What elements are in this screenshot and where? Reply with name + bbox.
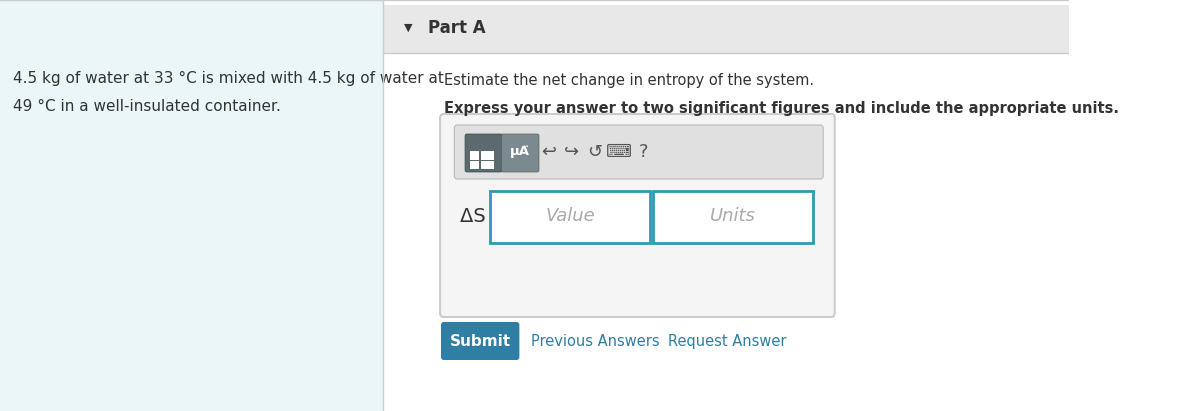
Text: 4.5 kg of water at 33 °C is mixed with 4.5 kg of water at: 4.5 kg of water at 33 °C is mixed with 4… — [13, 71, 444, 86]
Text: ↺: ↺ — [588, 143, 602, 161]
FancyBboxPatch shape — [466, 134, 503, 172]
Text: Express your answer to two significant figures and include the appropriate units: Express your answer to two significant f… — [444, 101, 1118, 116]
Text: Value: Value — [545, 207, 595, 225]
Text: Units: Units — [710, 207, 756, 225]
FancyBboxPatch shape — [0, 0, 383, 411]
FancyBboxPatch shape — [455, 125, 823, 179]
Bar — [481, 151, 493, 160]
Text: ▼: ▼ — [403, 23, 413, 33]
FancyBboxPatch shape — [502, 134, 539, 172]
FancyBboxPatch shape — [383, 5, 1069, 53]
Text: Estimate the net change in entropy of the system.: Estimate the net change in entropy of th… — [444, 73, 814, 88]
FancyBboxPatch shape — [440, 322, 520, 360]
Text: Previous Answers: Previous Answers — [530, 333, 660, 349]
Text: Submit: Submit — [450, 333, 511, 349]
Bar — [470, 161, 479, 169]
Bar — [470, 151, 479, 160]
Text: ?: ? — [638, 143, 648, 161]
Text: Part A: Part A — [427, 19, 485, 37]
Bar — [481, 161, 493, 169]
Text: μÄ: μÄ — [510, 145, 530, 159]
FancyBboxPatch shape — [490, 191, 650, 243]
Text: ΔS =: ΔS = — [460, 206, 508, 226]
FancyBboxPatch shape — [440, 114, 835, 317]
Text: ⌨: ⌨ — [606, 143, 632, 161]
Text: ↩: ↩ — [541, 143, 557, 161]
Text: ↪: ↪ — [564, 143, 580, 161]
Text: Request Answer: Request Answer — [668, 333, 787, 349]
FancyBboxPatch shape — [653, 191, 814, 243]
Text: 49 °C in a well-insulated container.: 49 °C in a well-insulated container. — [13, 99, 281, 114]
